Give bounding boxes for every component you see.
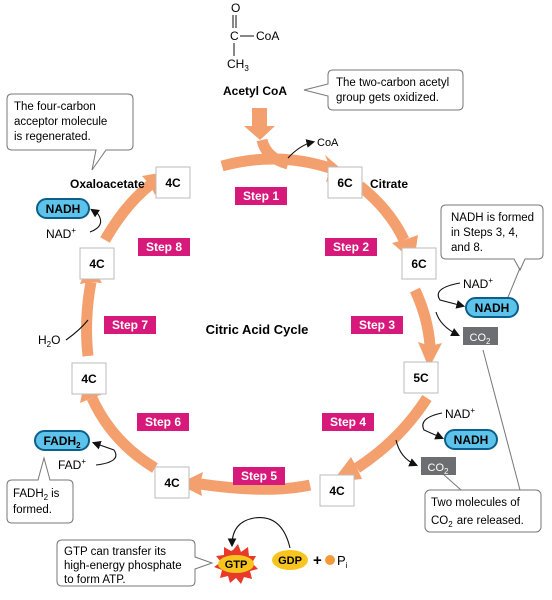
callout-acceptor-line3: is regenerated.: [14, 131, 91, 143]
coa-release-arrow: [287, 139, 316, 159]
callout-nadh-line1: NADH is formed: [451, 212, 534, 224]
arrowhead-to-5c: [418, 342, 442, 368]
callout-acceptor-regenerated: The four-carbon acceptor molecule is reg…: [6, 93, 134, 171]
step3-products: NAD+ NADH CO2: [435, 276, 519, 346]
nadh-left-label: NADH: [46, 202, 81, 216]
acetyl-coa-label: Acetyl CoA: [223, 84, 287, 98]
coa-release-label: CoA: [317, 137, 339, 149]
step-badge-8: Step 8: [138, 238, 190, 256]
callout-co2-line1: Two molecules of: [431, 497, 521, 509]
carbon-box-top-right: 6C: [327, 166, 363, 199]
step-badge-4: Step 4: [322, 413, 374, 431]
carbon-box-top-right-label: 6C: [337, 176, 353, 190]
step7-water-input: H2O: [38, 319, 89, 349]
callout-fadh2-line2: formed.: [13, 504, 52, 516]
cycle-ring: [81, 153, 436, 495]
step-4-label: Step 4: [330, 415, 366, 429]
water-label: H2O: [38, 333, 60, 349]
callout-acceptor-line1: The four-carbon: [14, 101, 96, 113]
phosphate-dot: [325, 555, 335, 565]
callout-nadh-line2: in Steps 3, 4,: [451, 227, 518, 239]
step8-nadh-production: NADH NAD+: [36, 198, 102, 241]
callout-nadh-line3: and 8.: [451, 242, 483, 254]
callout-gtp-line3: to form ATP.: [64, 574, 126, 586]
gdp-pill: GDP: [272, 550, 308, 570]
step-badge-7: Step 7: [104, 316, 156, 334]
callout-fadh2-line1: FADH2 is: [13, 488, 60, 502]
phosphate-label: Pi: [337, 553, 348, 570]
step-badge-5: Step 5: [233, 467, 285, 485]
step-5-label: Step 5: [241, 469, 277, 483]
step4-products: NAD+ NADH CO2: [395, 406, 498, 476]
carbon-box-bottom-left: 4C: [154, 466, 190, 499]
methyl-group: CH3: [227, 57, 249, 73]
callout-nadh-formed: NADH is formed in Steps 3, 4, and 8.: [440, 204, 544, 303]
step-badge-3: Step 3: [351, 316, 403, 334]
gdp-label: GDP: [278, 555, 302, 567]
oxaloacetate-label: Oxaloacetate: [70, 177, 145, 191]
co2-step4-label: CO2: [428, 462, 450, 476]
gtp-label: GTP: [225, 559, 248, 571]
callout-acceptor-line2: acceptor molecule: [14, 116, 107, 128]
callout-acetyl-line2: group gets oxidized.: [336, 92, 439, 104]
gtp-burst: GTP: [214, 544, 258, 584]
carbon-box-right-upper: 6C: [401, 247, 437, 280]
step-badge-2: Step 2: [325, 238, 377, 256]
nad-left-label: NAD+: [46, 226, 76, 241]
carbon-box-right-lower-label: 5C: [413, 371, 429, 385]
carbon-box-left-lower-label: 4C: [81, 372, 97, 386]
step5-gtp-production: GTP GDP + Pi: [214, 517, 348, 584]
carbon-box-right-upper-label: 6C: [411, 257, 427, 271]
step-1-label: Step 1: [243, 189, 279, 203]
arrowhead-to-4c-bottom-left: [178, 472, 203, 496]
cycle-title: Citric Acid Cycle: [206, 322, 309, 337]
carbon-boxes: 4C 6C 6C 5C 4C 4C 4C 4C: [71, 166, 439, 507]
step-8-label: Step 8: [146, 240, 182, 254]
step-badge-1: Step 1: [235, 187, 287, 205]
carbon-box-left-upper-label: 4C: [89, 257, 105, 271]
citrate-label: Citrate: [370, 177, 408, 191]
nadh-step3-label: NADH: [475, 301, 510, 315]
carbonyl-carbon: C: [230, 29, 239, 43]
callout-acetyl-oxidized: The two-carbon acetyl group gets oxidize…: [303, 69, 464, 111]
carbonyl-oxygen: O: [231, 1, 240, 15]
plus-sign: +: [313, 552, 322, 569]
step-7-label: Step 7: [112, 318, 148, 332]
callout-co2-line2: CO2 are released.: [431, 515, 524, 529]
co2-step3-label: CO2: [470, 332, 492, 346]
step-6-label: Step 6: [145, 415, 181, 429]
nadh-step4-label: NADH: [454, 433, 489, 447]
step-3-label: Step 3: [359, 318, 395, 332]
carbon-box-top-left-label: 4C: [165, 176, 181, 190]
callout-gtp-line2: high-energy phosphate: [64, 560, 182, 572]
step-badge-6: Step 6: [137, 413, 189, 431]
carbon-box-left-upper: 4C: [79, 247, 115, 280]
fad-label: FAD+: [58, 457, 86, 472]
step6-fadh2-production: FADH2 FAD+: [34, 430, 117, 472]
fadh2-label: FADH2: [43, 434, 81, 450]
struct-coa: CoA: [256, 29, 279, 43]
callout-fadh2-formed: FADH2 is formed.: [6, 456, 74, 524]
carbon-box-bottom-left-label: 4C: [164, 476, 180, 490]
callout-co2-released: Two molecules of CO2 are released.: [424, 349, 542, 533]
step-badges: Step 1 Step 2 Step 3 Step 4 Step 5 Step …: [104, 187, 403, 485]
callout-acetyl-line1: The two-carbon acetyl: [336, 77, 449, 89]
callout-gtp-line1: GTP can transfer its: [64, 546, 166, 558]
carbon-box-bottom-right-label: 4C: [329, 484, 345, 498]
nad-step3-label: NAD+: [463, 276, 493, 291]
callout-gtp-transfer: GTP can transfer its high-energy phospha…: [56, 539, 214, 587]
acetyl-coa-structure: O C CoA CH3: [227, 1, 279, 73]
nad-step4-label: NAD+: [445, 406, 475, 421]
acetyl-entry-arrow: [244, 108, 290, 170]
carbon-box-top-left: 4C: [155, 166, 191, 199]
carbon-box-left-lower: 4C: [71, 362, 107, 395]
step-2-label: Step 2: [333, 240, 369, 254]
carbon-box-bottom-right: 4C: [319, 474, 355, 507]
carbon-box-right-lower: 5C: [403, 361, 439, 394]
